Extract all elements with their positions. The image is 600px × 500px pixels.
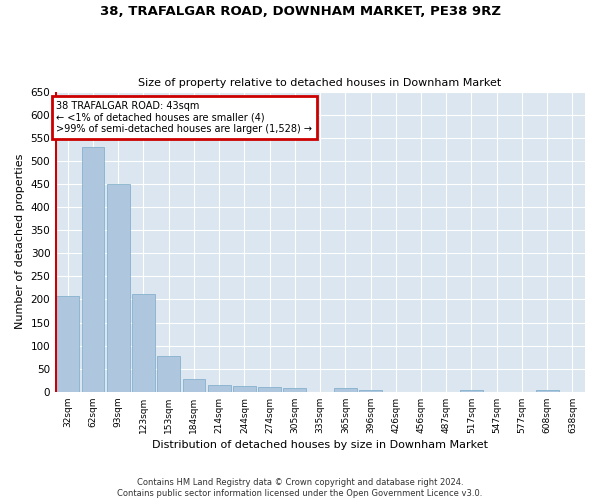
Bar [359,390,382,392]
Bar [334,388,356,392]
Bar [182,379,205,392]
Bar [157,356,180,392]
Bar [56,296,79,392]
Bar [536,390,559,392]
Y-axis label: Number of detached properties: Number of detached properties [15,154,25,330]
Bar [258,387,281,392]
Bar [460,390,483,392]
Text: 38, TRAFALGAR ROAD, DOWNHAM MARKET, PE38 9RZ: 38, TRAFALGAR ROAD, DOWNHAM MARKET, PE38… [100,5,500,18]
Text: Contains HM Land Registry data © Crown copyright and database right 2024.
Contai: Contains HM Land Registry data © Crown c… [118,478,482,498]
Bar [82,147,104,392]
Bar [132,294,155,392]
Text: 38 TRAFALGAR ROAD: 43sqm
← <1% of detached houses are smaller (4)
>99% of semi-d: 38 TRAFALGAR ROAD: 43sqm ← <1% of detach… [56,101,313,134]
Bar [233,386,256,392]
Bar [107,184,130,392]
Title: Size of property relative to detached houses in Downham Market: Size of property relative to detached ho… [139,78,502,88]
Bar [283,388,306,392]
Bar [208,385,230,392]
X-axis label: Distribution of detached houses by size in Downham Market: Distribution of detached houses by size … [152,440,488,450]
